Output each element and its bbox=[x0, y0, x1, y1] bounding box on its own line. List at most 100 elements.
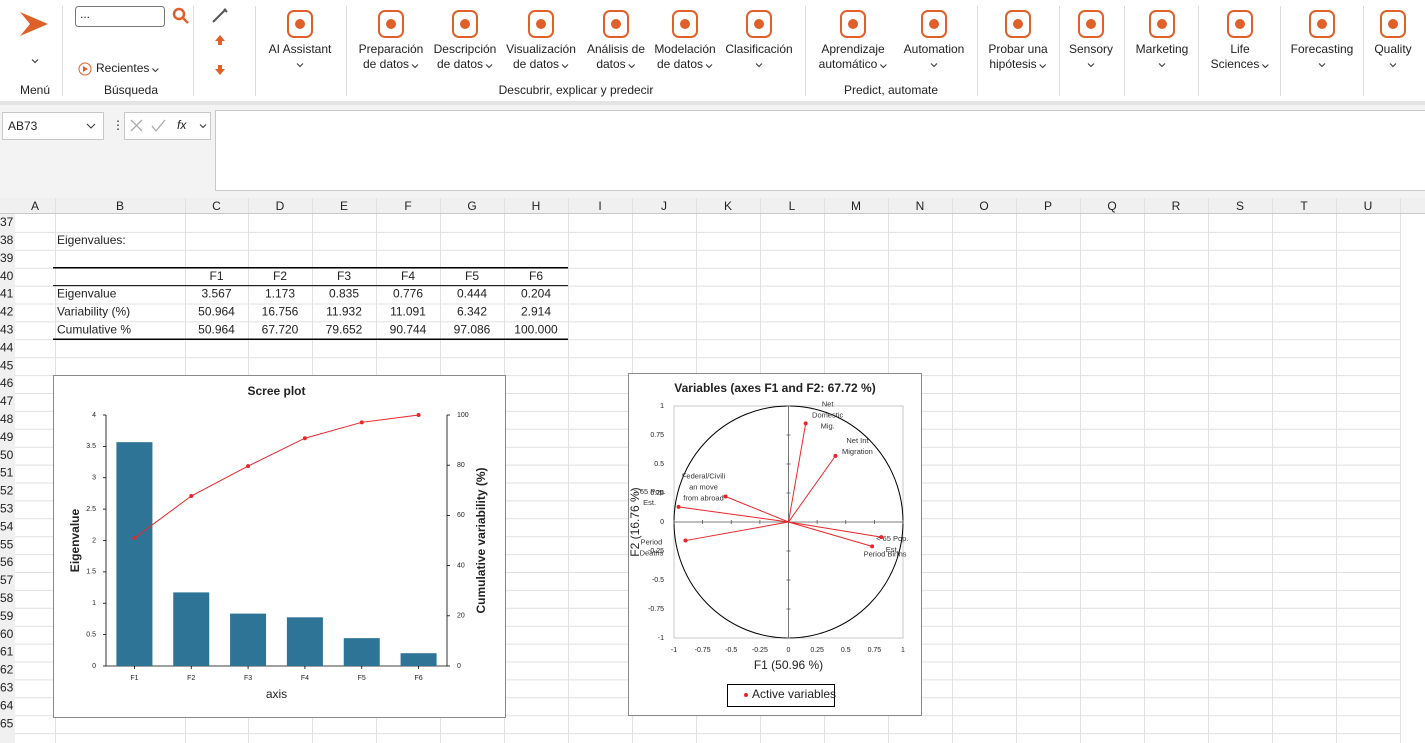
function-button[interactable]: fx bbox=[177, 118, 187, 132]
dropdown-caret[interactable] bbox=[1158, 63, 1166, 68]
dropdown-caret[interactable] bbox=[1318, 63, 1326, 68]
button-label[interactable]: de datos bbox=[363, 57, 409, 71]
x-tick-label: 0 bbox=[787, 647, 791, 654]
button-label[interactable]: Automation bbox=[904, 42, 965, 56]
x-tick-label: -1 bbox=[671, 647, 677, 654]
button-icon[interactable] bbox=[840, 10, 866, 38]
dropdown-caret[interactable] bbox=[628, 64, 636, 69]
dropdown-caret[interactable] bbox=[705, 64, 713, 69]
button-icon[interactable] bbox=[603, 10, 629, 38]
button-label[interactable]: hipótesis bbox=[989, 57, 1036, 71]
x-axis-label: F1 (50.96 %) bbox=[754, 658, 823, 672]
button-label[interactable]: Marketing bbox=[1136, 42, 1189, 56]
cancel-icon[interactable] bbox=[130, 119, 143, 132]
column-letter: M bbox=[851, 199, 861, 213]
x-tick-label: -0.75 bbox=[695, 647, 711, 654]
menu-caret[interactable] bbox=[31, 59, 39, 64]
button-icon[interactable] bbox=[528, 10, 554, 38]
legend-box bbox=[727, 684, 835, 707]
button-label[interactable]: Modelación bbox=[654, 42, 715, 56]
button-icon[interactable] bbox=[1309, 10, 1335, 38]
dropdown-caret[interactable] bbox=[411, 64, 419, 69]
dropdown-caret[interactable] bbox=[485, 64, 493, 69]
button-label[interactable]: Preparación bbox=[359, 42, 424, 56]
button-label[interactable]: AI Assistant bbox=[269, 42, 332, 56]
move-up-icon[interactable] bbox=[215, 35, 225, 45]
button-icon[interactable] bbox=[287, 10, 313, 38]
button-label[interactable]: de datos bbox=[657, 57, 703, 71]
dropdown-caret[interactable] bbox=[1389, 63, 1397, 68]
button-label[interactable]: automático bbox=[819, 57, 878, 71]
button-label[interactable]: Clasificación bbox=[725, 42, 792, 56]
y-axis-label: Eigenvalue bbox=[68, 508, 82, 572]
dropdown-caret[interactable] bbox=[561, 64, 569, 69]
dropdown-caret[interactable] bbox=[755, 63, 763, 68]
row-number: 39 bbox=[0, 251, 14, 265]
dropdown-caret[interactable] bbox=[296, 63, 304, 68]
point bbox=[870, 544, 875, 549]
bar bbox=[343, 638, 380, 666]
button-icon[interactable] bbox=[1149, 10, 1175, 38]
table-cell: 0.835 bbox=[329, 287, 359, 301]
button-icon[interactable] bbox=[672, 10, 698, 38]
button-label[interactable]: de datos bbox=[513, 57, 559, 71]
recent-button[interactable]: Recientes bbox=[96, 61, 149, 75]
move-down-icon[interactable] bbox=[215, 65, 225, 75]
enter-icon[interactable] bbox=[151, 119, 166, 133]
line bbox=[134, 414, 419, 539]
name-box[interactable] bbox=[2, 112, 104, 140]
name-box-caret[interactable] bbox=[86, 123, 96, 129]
button-label[interactable]: datos bbox=[596, 57, 625, 71]
button-label[interactable]: de datos bbox=[437, 57, 483, 71]
chart-title: Variables (axes F1 and F2: 67.72 %) bbox=[674, 381, 875, 395]
point-label: Domestic bbox=[812, 410, 844, 419]
search-icon[interactable] bbox=[172, 7, 186, 21]
legend-label: Active variables bbox=[752, 687, 836, 701]
button-label[interactable]: Sensory bbox=[1069, 42, 1113, 56]
formula-input[interactable] bbox=[215, 110, 1425, 191]
table-header: F6 bbox=[529, 269, 543, 283]
line-point bbox=[132, 536, 137, 541]
button-icon[interactable] bbox=[1078, 10, 1104, 38]
button-label[interactable]: Forecasting bbox=[1291, 42, 1354, 56]
button-label[interactable]: Análisis de bbox=[587, 42, 645, 56]
dropdown-caret[interactable] bbox=[1087, 63, 1095, 68]
separator: ⋮ bbox=[112, 118, 124, 132]
row-number: 59 bbox=[0, 609, 14, 623]
table-cell: 3.567 bbox=[201, 287, 231, 301]
group-label: Menú bbox=[20, 83, 50, 97]
column-letter: O bbox=[979, 199, 988, 213]
button-icon[interactable] bbox=[1380, 10, 1406, 38]
y2-tick-label: 60 bbox=[457, 512, 465, 519]
dropdown-caret[interactable] bbox=[879, 64, 887, 69]
dropdown-caret[interactable] bbox=[199, 124, 207, 129]
button-icon[interactable] bbox=[452, 10, 478, 38]
dropdown-caret[interactable] bbox=[152, 68, 159, 73]
row-number: 45 bbox=[0, 358, 14, 372]
table-cell: 11.932 bbox=[326, 305, 362, 319]
search-input-text: ... bbox=[80, 7, 90, 21]
table-header: F5 bbox=[465, 269, 479, 283]
button-label[interactable]: Descripción bbox=[434, 42, 497, 56]
dropdown-caret[interactable] bbox=[1261, 64, 1269, 69]
button-icon[interactable] bbox=[378, 10, 404, 38]
menu-logo[interactable] bbox=[20, 12, 48, 36]
button-label[interactable]: Sciences bbox=[1211, 57, 1260, 71]
button-label[interactable]: Life bbox=[1230, 42, 1250, 56]
column-letter: G bbox=[467, 199, 476, 213]
point-label: Period Births bbox=[864, 549, 907, 558]
button-icon[interactable] bbox=[921, 10, 947, 38]
wand-icon[interactable] bbox=[212, 8, 228, 23]
dropdown-caret[interactable] bbox=[1039, 64, 1047, 69]
button-label[interactable]: Probar una bbox=[988, 42, 1048, 56]
dropdown-caret[interactable] bbox=[930, 63, 938, 68]
x-tick-label: F3 bbox=[244, 675, 252, 682]
button-label[interactable]: Aprendizaje bbox=[821, 42, 885, 56]
button-icon[interactable] bbox=[1005, 10, 1031, 38]
button-label[interactable]: Visualización bbox=[506, 42, 576, 56]
button-label[interactable]: Quality bbox=[1374, 42, 1411, 56]
button-icon[interactable] bbox=[1227, 10, 1253, 38]
search-input[interactable] bbox=[75, 6, 165, 27]
button-icon[interactable] bbox=[746, 10, 772, 38]
